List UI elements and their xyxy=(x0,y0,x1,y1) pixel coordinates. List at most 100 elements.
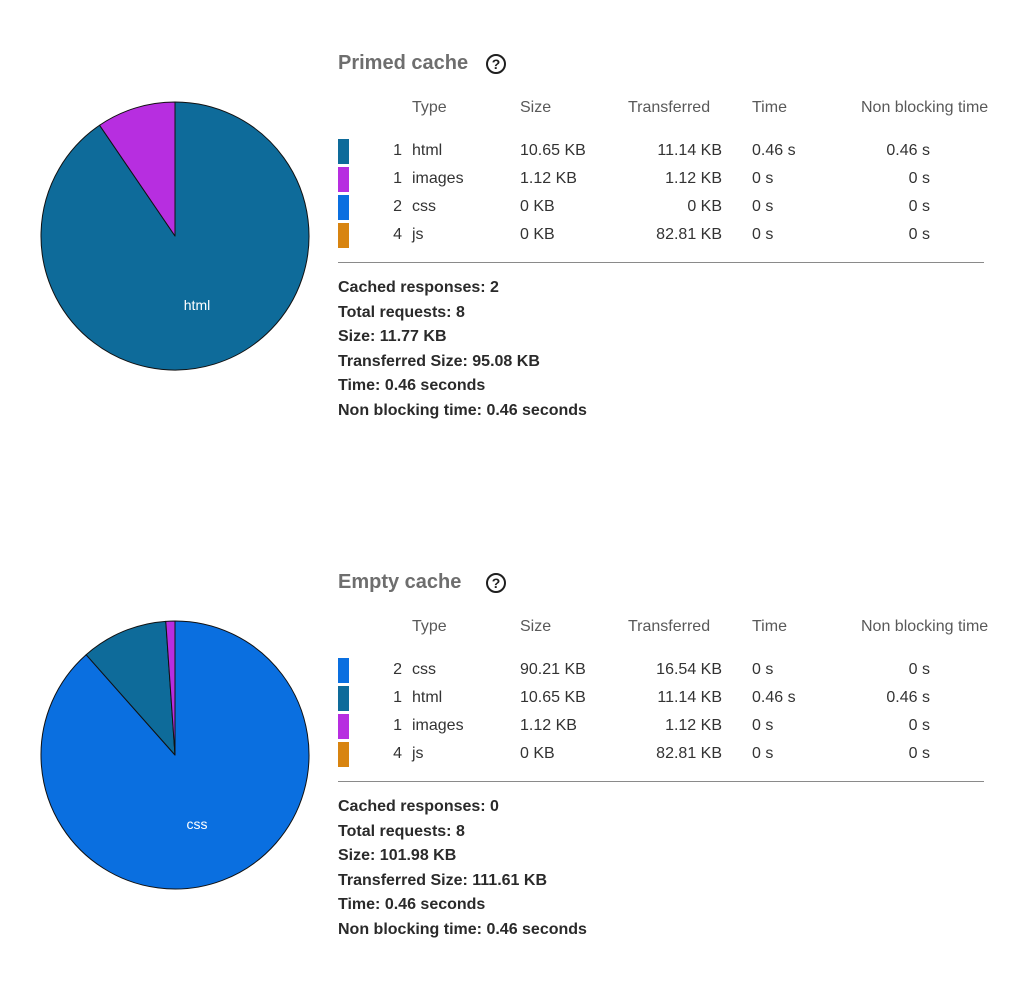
summary-cached-responses: Cached responses: 0 xyxy=(338,798,499,815)
column-header-type: Type xyxy=(412,618,447,635)
cell-type: css xyxy=(412,661,436,678)
empty-cache-summary: Cached responses: 0 Total requests: 8 Si… xyxy=(338,797,587,945)
cell-transferred: 82.81 KB xyxy=(656,226,722,243)
cell-non-blocking-time: 0 s xyxy=(908,170,930,187)
column-header-non-blocking-time: Non blocking time xyxy=(861,99,989,116)
table-row: 4 js 0 KB 82.81 KB 0 s 0 s xyxy=(0,222,1024,250)
cell-transferred: 0 KB xyxy=(687,198,722,215)
cell-transferred: 11.14 KB xyxy=(657,142,722,159)
cell-transferred: 1.12 KB xyxy=(665,717,722,734)
question-circle-icon[interactable]: ? xyxy=(486,54,506,74)
cell-count: 4 xyxy=(393,226,402,243)
primed-cache-title: Primed cache xyxy=(338,52,469,74)
cell-time: 0 s xyxy=(752,745,774,762)
summary-time: Time: 0.46 seconds xyxy=(338,377,486,395)
pie-slice-images xyxy=(165,620,176,756)
empty-cache-title: Empty cache xyxy=(338,571,462,593)
primed-cache-pie-chart: html xyxy=(40,101,310,371)
cell-size: 1.12 KB xyxy=(520,717,577,734)
cell-count: 1 xyxy=(393,689,402,706)
cell-non-blocking-time: 0 s xyxy=(908,717,930,734)
pie-slice-label: css xyxy=(187,816,208,832)
table-row: 1 images 1.12 KB 1.12 KB 0 s 0 s xyxy=(0,713,1024,741)
primed-cache-panel: html Primed cache ? Type Size Transferre… xyxy=(0,40,1024,480)
legend-swatch-css xyxy=(338,195,349,220)
table-row: 1 html 10.65 KB 11.14 KB 0.46 s 0.46 s xyxy=(0,685,1024,713)
cell-size: 0 KB xyxy=(520,226,555,243)
column-header-transferred: Transferred xyxy=(628,618,711,635)
cell-size: 0 KB xyxy=(520,198,555,215)
pie-slice-html xyxy=(85,620,176,756)
column-header-size: Size xyxy=(520,99,552,116)
cell-count: 1 xyxy=(393,170,402,187)
summary-cached-responses: Cached responses: 2 xyxy=(338,279,499,296)
column-header-transferred: Transferred xyxy=(628,99,711,116)
column-header-non-blocking-time: Non blocking time xyxy=(861,618,989,635)
legend-swatch-js xyxy=(338,742,349,767)
legend-swatch-html xyxy=(338,686,349,711)
summary-non-blocking-time: Non blocking time: 0.46 seconds xyxy=(338,920,587,938)
column-header-type: Type xyxy=(412,99,447,116)
table-row: 4 js 0 KB 82.81 KB 0 s 0 s xyxy=(0,741,1024,769)
legend-swatch-images xyxy=(338,167,349,192)
cell-non-blocking-time: 0.46 s xyxy=(886,689,930,706)
cell-transferred: 1.12 KB xyxy=(665,170,722,187)
cell-time: 0 s xyxy=(752,226,774,243)
legend-swatch-css xyxy=(338,658,349,683)
cell-time: 0 s xyxy=(752,717,774,734)
cell-non-blocking-time: 0 s xyxy=(908,745,930,762)
primed-cache-summary: Cached responses: 2 Total requests: 8 Si… xyxy=(338,278,587,426)
cell-transferred: 11.14 KB xyxy=(657,689,722,706)
pie-slice-label: html xyxy=(184,297,210,313)
question-circle-icon[interactable]: ? xyxy=(486,573,506,593)
summary-size: Size: 11.77 KB xyxy=(338,328,447,346)
legend-swatch-html xyxy=(338,139,349,164)
cell-transferred: 82.81 KB xyxy=(656,745,722,762)
empty-cache-pie-chart: css xyxy=(40,620,310,890)
legend-swatch-js xyxy=(338,223,349,248)
summary-non-blocking-time: Non blocking time: 0.46 seconds xyxy=(338,401,587,419)
divider xyxy=(338,781,984,782)
summary-transferred-size: Transferred Size: 95.08 KB xyxy=(338,352,540,370)
cell-count: 2 xyxy=(393,661,402,678)
cell-time: 0 s xyxy=(752,661,774,678)
cell-type: css xyxy=(412,198,436,215)
cell-non-blocking-time: 0.46 s xyxy=(886,142,930,159)
cell-non-blocking-time: 0 s xyxy=(908,661,930,678)
summary-transferred-size: Transferred Size: 111.61 KB xyxy=(338,871,547,889)
empty-cache-panel: css Empty cache ? Type Size Transferred … xyxy=(0,559,1024,999)
table-row: 2 css 0 KB 0 KB 0 s 0 s xyxy=(0,194,1024,222)
cell-time: 0.46 s xyxy=(752,142,796,159)
cell-time: 0 s xyxy=(752,170,774,187)
cell-count: 2 xyxy=(393,198,402,215)
cell-size: 10.65 KB xyxy=(520,689,586,706)
summary-time: Time: 0.46 seconds xyxy=(338,896,486,914)
cell-type: html xyxy=(412,142,443,159)
cell-count: 1 xyxy=(393,142,402,159)
cell-time: 0 s xyxy=(752,198,774,215)
summary-total-requests: Total requests: 8 xyxy=(338,822,465,840)
summary-total-requests: Total requests: 8 xyxy=(338,303,465,321)
divider xyxy=(338,262,984,263)
cell-count: 1 xyxy=(393,717,402,734)
column-header-time: Time xyxy=(752,99,787,116)
cell-size: 10.65 KB xyxy=(520,142,586,159)
cell-non-blocking-time: 0 s xyxy=(908,226,930,243)
table-row: 1 images 1.12 KB 1.12 KB 0 s 0 s xyxy=(0,166,1024,194)
cell-time: 0.46 s xyxy=(752,689,796,706)
cell-type: images xyxy=(412,717,464,734)
legend-swatch-images xyxy=(338,714,349,739)
cell-size: 90.21 KB xyxy=(520,661,586,678)
column-header-size: Size xyxy=(520,618,552,635)
cell-type: html xyxy=(412,689,443,706)
column-header-time: Time xyxy=(752,618,787,635)
table-row: 2 css 90.21 KB 16.54 KB 0 s 0 s xyxy=(0,657,1024,685)
summary-size: Size: 101.98 KB xyxy=(338,847,457,865)
cell-count: 4 xyxy=(393,745,402,762)
pie-slice-images xyxy=(99,101,176,237)
cell-size: 1.12 KB xyxy=(520,170,577,187)
cell-type: images xyxy=(412,170,464,187)
cell-transferred: 16.54 KB xyxy=(656,661,722,678)
cell-type: js xyxy=(412,745,424,762)
table-row: 1 html 10.65 KB 11.14 KB 0.46 s 0.46 s xyxy=(0,138,1024,166)
